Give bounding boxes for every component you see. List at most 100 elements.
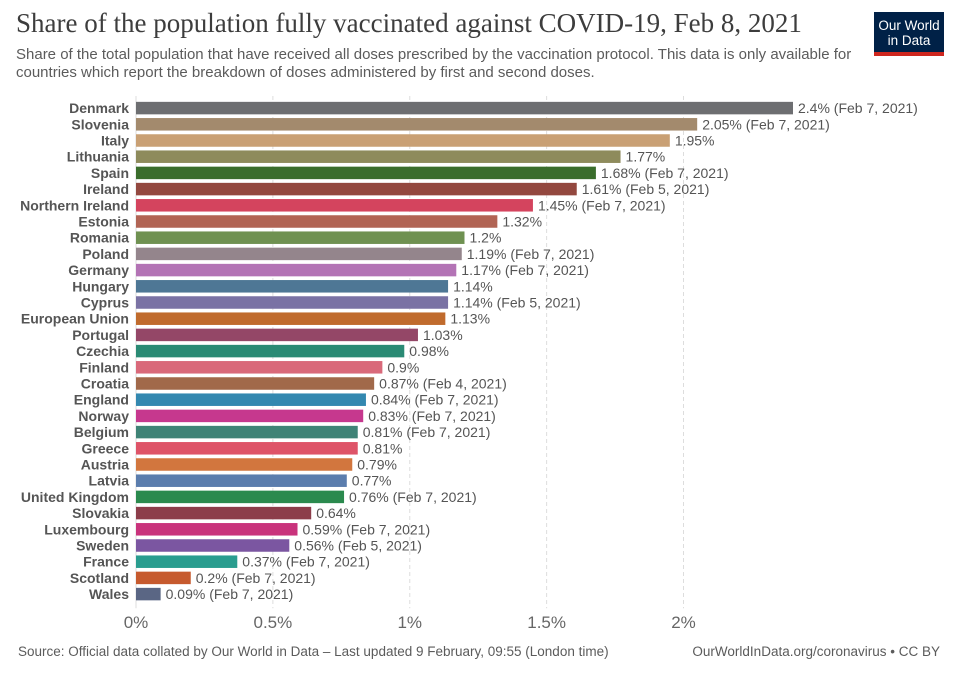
bar-estonia [136, 215, 498, 228]
value-label: 0.37% (Feb 7, 2021) [242, 554, 370, 570]
category-label: Lithuania [67, 149, 129, 165]
value-label: 1.03% [423, 327, 463, 343]
value-label: 1.68% (Feb 7, 2021) [601, 165, 729, 181]
logo-line-2: in Data [887, 33, 931, 48]
value-label: 1.19% (Feb 7, 2021) [467, 246, 595, 262]
chart-subtitle: Share of the total population that have … [16, 46, 852, 81]
category-label: Estonia [78, 214, 129, 230]
bar-spain [136, 166, 596, 180]
bar-portugal [136, 328, 418, 342]
value-label: 2.05% (Feb 7, 2021) [702, 116, 830, 132]
x-tick-label: 1.5% [527, 613, 566, 632]
category-label: Croatia [81, 376, 129, 392]
value-label: 0.84% (Feb 7, 2021) [371, 392, 499, 408]
chart-title: Share of the population fully vaccinated… [16, 8, 802, 38]
value-label: 2.4% (Feb 7, 2021) [798, 100, 918, 116]
category-label: Poland [82, 246, 129, 262]
value-label: 1.2% [470, 230, 502, 246]
category-label: Greece [82, 440, 130, 456]
value-label: 0.81% [363, 440, 403, 456]
value-label: 0.64% [316, 505, 356, 521]
category-label: Luxembourg [44, 521, 129, 537]
category-label: Scotland [70, 570, 129, 586]
category-label: Latvia [89, 473, 130, 489]
category-label: France [83, 554, 129, 570]
category-label: Czechia [76, 343, 129, 359]
bar-italy [136, 134, 670, 147]
bar-ireland [136, 182, 577, 196]
license-link[interactable]: OurWorldInData.org/coronavirus • CC BY [692, 644, 940, 659]
value-label: 0.87% (Feb 4, 2021) [379, 376, 507, 392]
owid-logo[interactable]: Our World in Data [874, 12, 944, 56]
category-label: Italy [101, 133, 129, 149]
value-label: 0.76% (Feb 7, 2021) [349, 489, 477, 505]
category-label: Northern Ireland [20, 197, 129, 213]
category-label: Slovenia [71, 116, 129, 132]
value-label: 0.56% (Feb 5, 2021) [294, 538, 422, 554]
category-label: England [74, 392, 129, 408]
bar-romania [136, 231, 465, 244]
category-label: Denmark [69, 100, 129, 116]
category-label: Romania [70, 230, 129, 246]
bar-france [136, 555, 238, 568]
value-label: 1.77% [626, 149, 666, 165]
x-tick-label: 0.5% [254, 613, 293, 632]
x-tick-label: 2% [671, 613, 696, 632]
value-label: 1.13% [450, 311, 490, 327]
category-label: Germany [68, 262, 129, 278]
bar-norway [136, 409, 364, 423]
category-label: Hungary [72, 278, 129, 294]
bar-latvia [136, 474, 347, 487]
category-label: Slovakia [72, 505, 129, 521]
value-label: 1.45% (Feb 7, 2021) [538, 197, 666, 213]
bar-hungary [136, 280, 449, 293]
value-label: 1.14% (Feb 5, 2021) [453, 295, 581, 311]
bar-czechia [136, 344, 405, 358]
bar-slovenia [136, 118, 698, 131]
value-label: 1.14% [453, 278, 493, 294]
bar-croatia [136, 377, 375, 390]
category-label: Spain [91, 165, 129, 181]
bar-luxembourg [136, 523, 298, 536]
bar-wales [136, 587, 161, 601]
bar-poland [136, 247, 462, 261]
value-label: 0.98% [409, 343, 449, 359]
bar-lithuania [136, 150, 621, 163]
category-label: Portugal [72, 327, 129, 343]
bar-germany [136, 263, 457, 277]
x-tick-label: 0% [124, 613, 149, 632]
bar-slovakia [136, 506, 312, 520]
value-label: 1.32% [502, 214, 542, 230]
bar-belgium [136, 425, 358, 439]
category-label: Wales [89, 586, 129, 602]
bar-united-kingdom [136, 490, 345, 504]
value-label: 0.77% [352, 473, 392, 489]
category-label: European Union [21, 311, 129, 327]
value-label: 0.09% (Feb 7, 2021) [166, 586, 294, 602]
value-label: 1.95% [675, 133, 715, 149]
category-label: Belgium [74, 424, 129, 440]
value-label: 1.17% (Feb 7, 2021) [461, 262, 589, 278]
bar-scotland [136, 571, 191, 585]
bar-greece [136, 442, 358, 455]
value-label: 0.79% [357, 457, 397, 473]
category-label: Norway [78, 408, 129, 424]
bar-cyprus [136, 296, 449, 309]
bar-finland [136, 361, 383, 374]
value-label: 0.83% (Feb 7, 2021) [368, 408, 496, 424]
bar-sweden [136, 539, 290, 552]
category-label: United Kingdom [21, 489, 129, 505]
value-label: 0.81% (Feb 7, 2021) [363, 424, 491, 440]
bar-austria [136, 458, 353, 471]
bar-chart: 0% 0.5% 1% 1.5% 2% Denmark 2.4% (Feb 7, 2021) S… [20, 96, 918, 632]
source-note: Source: Official data collated by Our Wo… [18, 644, 609, 659]
bar-denmark [136, 101, 793, 115]
value-label: 0.59% (Feb 7, 2021) [303, 521, 431, 537]
category-label: Ireland [83, 181, 129, 197]
bar-england [136, 393, 366, 406]
value-label: 0.2% (Feb 7, 2021) [196, 570, 316, 586]
category-label: Cyprus [81, 295, 129, 311]
value-label: 1.61% (Feb 5, 2021) [582, 181, 710, 197]
category-label: Austria [81, 457, 129, 473]
logo-line-1: Our World [878, 18, 940, 33]
